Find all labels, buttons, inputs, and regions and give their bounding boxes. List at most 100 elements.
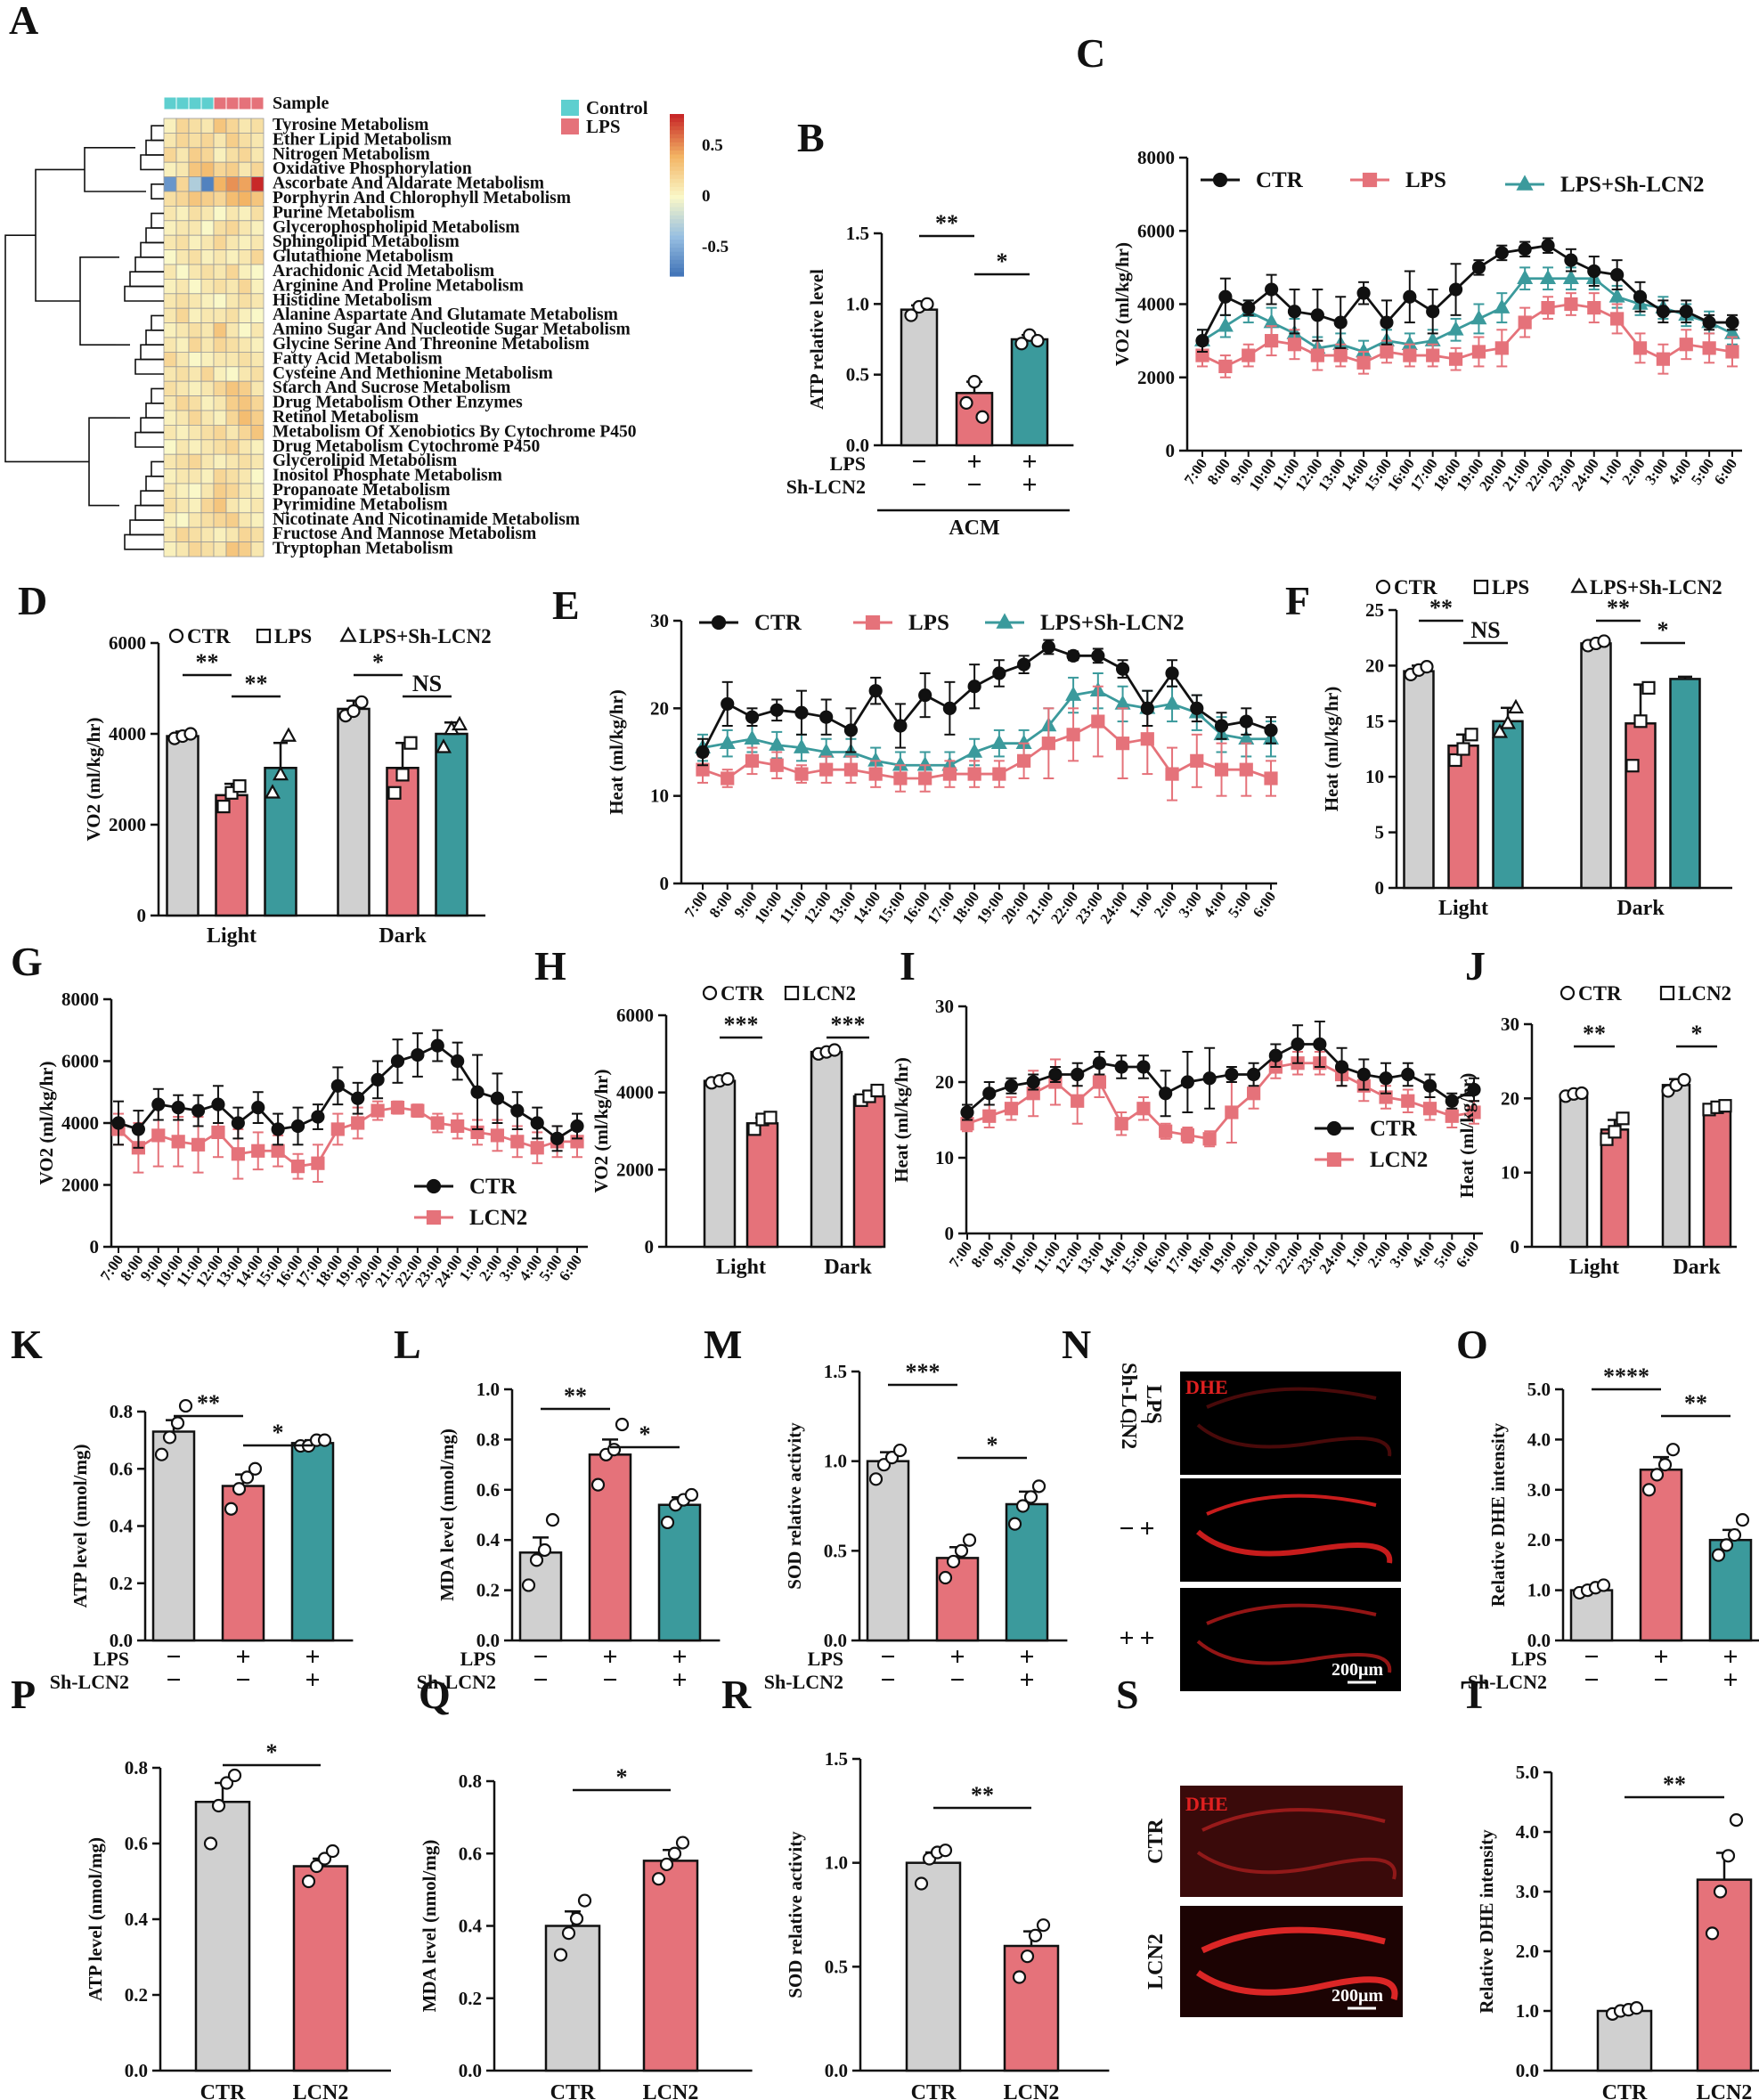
y-tick-label: 1.0 [825,1852,848,1874]
data-point [1562,269,1579,285]
heatmap-cell [163,453,177,470]
y-tick-label: 10 [935,1147,954,1168]
y-tick-label: 0 [660,873,670,894]
data-point [1190,753,1204,768]
y-tick-label: 4000 [61,1112,99,1134]
series-ctr [696,639,1278,767]
heatmap-cell [188,147,202,163]
data-point [1679,338,1693,352]
y-tick-label: 30 [935,996,954,1017]
treatment-sign: − [949,1665,965,1695]
heatmap-cell [188,512,202,528]
y-tick-label: 0 [137,905,147,926]
panel-R-chart: 0.0 0.5 1.0 1.5 SOD relative activity ** CTR LC… [785,1748,1110,2100]
data-point [1597,634,1611,648]
heatmap-cell [225,337,240,353]
heatmap-cell [188,395,202,411]
bar-lcn2 [1003,1944,1060,2072]
data-point [311,1110,325,1124]
data-point [1242,301,1256,315]
dhe-image [1180,1478,1401,1582]
significance-bracket-label: * [639,1421,651,1447]
data-point [1065,686,1082,701]
panel-letter-N: N [1062,1322,1091,1367]
data-point [1140,701,1154,715]
data-point [1313,1037,1327,1052]
treatment-row-label: Sh-LCN2 [1468,1671,1547,1693]
legend-label: LCN2 [1370,1148,1428,1172]
data-point [1379,1071,1393,1086]
heatmap-cell [163,410,177,426]
y-tick-label: 2.0 [1527,1529,1551,1551]
heatmap-cell [188,191,202,207]
heatmap-cell [238,395,252,411]
legend-label: LCN2 [802,982,856,1005]
heatmap-cell [200,526,215,543]
panel-letter-L: L [394,1322,421,1367]
colorbar-segment [670,264,684,269]
hippocampus-signal [1195,1970,1398,2000]
data-point [264,784,281,799]
treatment-sign: − [1584,1665,1599,1695]
colorbar-tick-label: 0 [702,187,711,206]
heatmap-cell [213,541,227,558]
heatmap-cell [175,366,190,382]
legend-marker [996,613,1014,629]
data-point [868,767,883,781]
heatmap-cell [238,191,252,207]
dendrogram-link [134,504,164,521]
y-tick-label: 0 [90,1236,100,1258]
data-point [271,1144,285,1158]
heatmap-cell [225,351,240,368]
treatment-sign: + [1722,1642,1738,1672]
colorbar-segment [670,183,684,188]
data-point [1071,1067,1085,1082]
legend-swatch-control [561,100,579,116]
panel-letter-B: B [797,115,825,160]
heatmap-cell [163,483,177,499]
heatmap-cell [188,337,202,353]
sample-annotation-cell [238,96,252,110]
x-tick-label: 3:00 [1176,888,1205,920]
heatmap-cell [238,453,252,470]
heatmap-cell [200,395,215,411]
dhe-label: DHE [1185,1793,1228,1815]
heatmap-cell [225,147,240,163]
colorbar-segment [670,272,684,277]
data-point [1587,264,1601,279]
heatmap-cell [188,234,202,251]
dendrogram-link [145,330,164,346]
treatment-sign: + [1019,1642,1034,1672]
heatmap-cell [163,161,177,177]
y-tick-label: 1.0 [1516,2000,1539,2022]
heatmap-row-label: Glycerolipid Metabolism [273,452,457,470]
heatmap-cell [200,337,215,353]
data-point [942,767,957,781]
bar-dark-lcn2 [1702,1106,1732,1249]
data-point [1447,321,1464,336]
heatmap-cell [175,512,190,528]
heatmap-cell [163,234,177,251]
data-point [954,1543,969,1558]
data-point [1287,338,1302,352]
heatmap-cell [238,132,252,149]
data-point [1702,341,1716,355]
heatmap-cell [213,410,227,426]
heatmap-cell [213,526,227,543]
legend-label: LCN2 [1678,982,1731,1005]
heatmap-row-label: Ether Lipid Metabolism [273,130,452,149]
data-point [435,738,452,753]
x-tick-label: 1:00 [1595,455,1625,487]
treatment-sign: − [1584,1642,1599,1672]
dhe-image [1180,1906,1403,2017]
y-tick-label: 0.6 [459,1843,482,1864]
data-point [1020,1949,1035,1964]
data-point [1471,345,1486,359]
significance-bracket-label: * [266,1739,278,1765]
bar-lps-sh-lcn2 [1010,338,1049,447]
treatment-sign: + [1022,470,1037,500]
data-point [1711,1548,1726,1562]
